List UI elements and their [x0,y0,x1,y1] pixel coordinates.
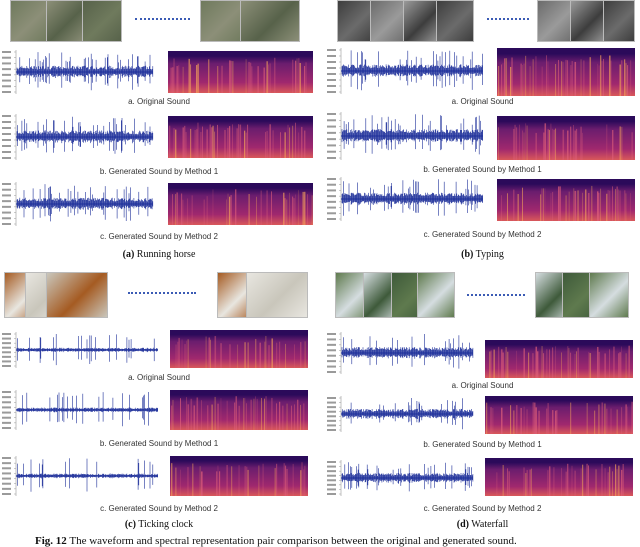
spectrogram [168,183,313,225]
spectrogram [168,116,313,158]
waveform-plot [2,50,154,94]
sound-row: b. Generated Sound by Method 1 [325,110,640,176]
waveform-plot [327,112,483,160]
video-frame-thumbnail [570,0,608,42]
video-frame-thumbnail [82,0,122,42]
video-frames [0,272,318,318]
sound-row: c. Generated Sound by Method 2 [325,458,640,520]
sound-row: a. Original Sound [325,46,640,110]
waveform-plot [327,396,474,432]
subfigure-caption: (d) Waterfall [325,519,640,530]
spectrogram [170,456,308,496]
sound-row: c. Generated Sound by Method 2 [0,180,318,246]
subfigure-caption: (a) Running horse [0,249,318,260]
spectrogram [485,340,633,378]
video-frames [325,272,640,322]
subfigure-title: Waterfall [471,519,509,530]
video-frames [325,0,640,42]
spectrogram [485,458,633,496]
subfigure-caption: (c) Ticking clock [0,519,318,530]
waveform-plot [2,332,158,368]
video-frame-thumbnail [403,0,441,42]
spectrogram [497,179,635,221]
sound-row: b. Generated Sound by Method 1 [0,388,318,452]
waveform-plot [327,48,483,94]
video-frame-thumbnail [589,272,629,318]
sound-row: b. Generated Sound by Method 1 [0,112,318,178]
row-caption: b. Generated Sound by Method 1 [99,439,219,448]
video-frame-thumbnail [200,0,245,42]
subfigure-caption: (b) Typing [325,249,640,260]
video-frame-thumbnail [436,0,474,42]
row-caption: c. Generated Sound by Method 2 [423,504,542,513]
video-frames [0,0,318,42]
subfigure-label: (b) [461,249,474,260]
video-frame-thumbnail [337,0,375,42]
spectrogram [485,396,633,434]
frame-ellipsis [487,18,529,20]
frame-ellipsis [135,18,190,20]
subfigure-title: Running horse [136,249,196,260]
figure-caption: Fig. 12 The waveform and spectral repres… [35,535,635,547]
sound-row: c. Generated Sound by Method 2 [0,454,318,516]
spectrogram [170,390,308,430]
subfigure-title: Typing [475,249,504,260]
row-caption: a. Original Sound [128,97,190,106]
figure-label: Fig. 12 [35,535,67,547]
row-caption: b. Generated Sound by Method 1 [423,165,542,174]
waveform-plot [327,460,474,496]
sound-row: a. Original Sound [0,330,318,388]
sound-row: c. Generated Sound by Method 2 [325,175,640,241]
row-caption: a. Original Sound [451,97,514,106]
subfigure-label: (a) [122,249,135,260]
waveform-plot [327,332,474,374]
video-frame-thumbnail [10,0,50,42]
waveform-plot [2,390,158,430]
row-caption: b. Generated Sound by Method 1 [423,440,542,449]
panel-running-horse: a. Original Sound b. Generated Sound by … [0,0,318,262]
row-caption: c. Generated Sound by Method 2 [100,232,218,241]
row-caption: a. Original Sound [451,381,514,390]
video-frame-thumbnail [537,0,575,42]
video-frame-thumbnail [46,272,108,318]
panel-typing: a. Original Sound b. Generated Sound by … [325,0,640,262]
spectrogram [170,330,308,368]
sound-row: a. Original Sound [325,330,640,392]
panel-ticking-clock: a. Original Sound b. Generated Sound by … [0,272,318,534]
row-caption: b. Generated Sound by Method 1 [99,167,219,176]
video-frame-thumbnail [46,0,86,42]
row-caption: a. Original Sound [128,373,190,382]
video-frame-thumbnail [240,0,300,42]
subfigure-title: Ticking clock [138,519,194,530]
subfigure-label: (d) [456,519,469,530]
row-caption: c. Generated Sound by Method 2 [100,504,218,513]
waveform-plot [2,182,154,226]
spectrogram [168,51,313,93]
waveform-plot [2,456,158,496]
video-frame-thumbnail [417,272,455,318]
video-frame-thumbnail [246,272,308,318]
sound-row: b. Generated Sound by Method 1 [325,394,640,456]
frame-ellipsis [467,294,525,296]
frame-ellipsis [128,292,196,294]
panel-waterfall: a. Original Sound b. Generated Sound by … [325,272,640,534]
sound-row: a. Original Sound [0,48,318,108]
figure-caption-text: The waveform and spectral representation… [69,535,517,547]
video-frame-thumbnail [603,0,635,42]
subfigure-label: (c) [124,519,136,530]
waveform-plot [2,114,154,160]
waveform-plot [327,177,483,221]
spectrogram [497,116,635,160]
row-caption: c. Generated Sound by Method 2 [423,230,542,239]
spectrogram [497,48,635,96]
